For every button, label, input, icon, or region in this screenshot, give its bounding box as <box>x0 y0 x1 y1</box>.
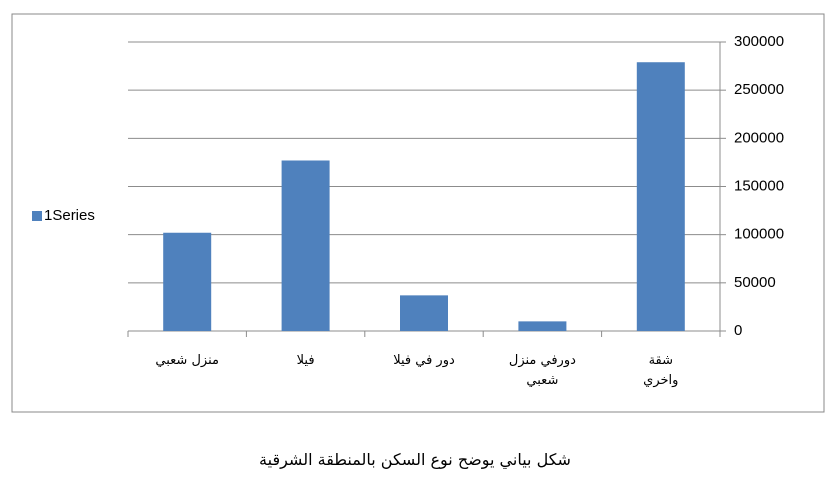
legend-label: 1Series <box>44 207 95 224</box>
x-tick-label: دور في فيلا <box>393 353 455 368</box>
y-tick-label: 100000 <box>734 226 784 243</box>
legend-swatch <box>32 211 42 221</box>
x-tick-label: فيلا <box>296 353 315 368</box>
y-tick-label: 300000 <box>734 33 784 50</box>
y-tick-label: 50000 <box>734 274 776 291</box>
bar <box>281 160 330 331</box>
x-tick-label: شقة واخري <box>643 353 679 388</box>
bar <box>518 321 567 331</box>
y-tick-label: 150000 <box>734 177 784 194</box>
x-tick-label: دورفي منزل شعبي <box>508 353 576 388</box>
y-tick-label: 200000 <box>734 129 784 146</box>
y-tick-label: 0 <box>734 322 742 339</box>
caption: شكل بياني يوضح نوع السكن بالمنطقة الشرقي… <box>259 450 571 469</box>
y-tick-label: 250000 <box>734 81 784 98</box>
bar <box>636 62 685 331</box>
bar <box>163 232 212 331</box>
bar <box>400 295 448 331</box>
x-tick-label: منزل شعبي <box>155 353 219 368</box>
chart-frame <box>11 13 825 413</box>
